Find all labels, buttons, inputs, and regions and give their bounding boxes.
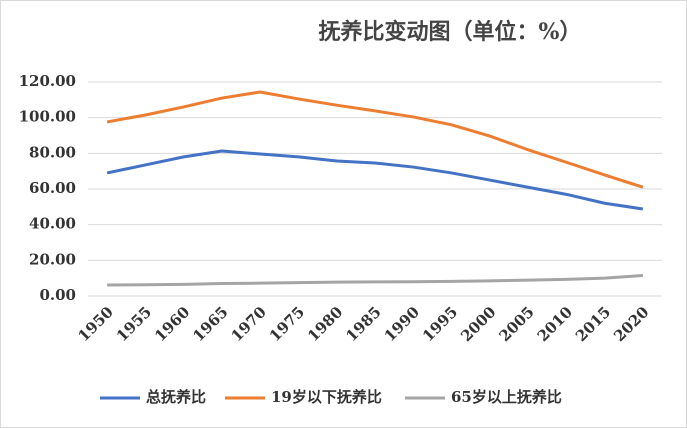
line-series [106,149,644,211]
line-series [107,273,643,287]
legend-label: 19岁以下抚养比 [271,388,382,406]
y-tick-label: 20.00 [29,250,76,268]
y-tick-label: 60.00 [29,179,76,197]
y-tick-label: 120.00 [19,72,76,90]
chart-title: 抚养比变动图（单位：%） [319,19,582,45]
y-tick-label: 0.00 [39,286,76,304]
y-tick-label: 100.00 [19,108,76,126]
y-tick-label: 80.00 [29,143,76,161]
line-series [106,90,644,189]
y-tick-label: 40.00 [29,215,76,233]
legend-label: 总抚养比 [146,388,206,406]
legend-label: 65岁以上抚养比 [451,388,562,406]
